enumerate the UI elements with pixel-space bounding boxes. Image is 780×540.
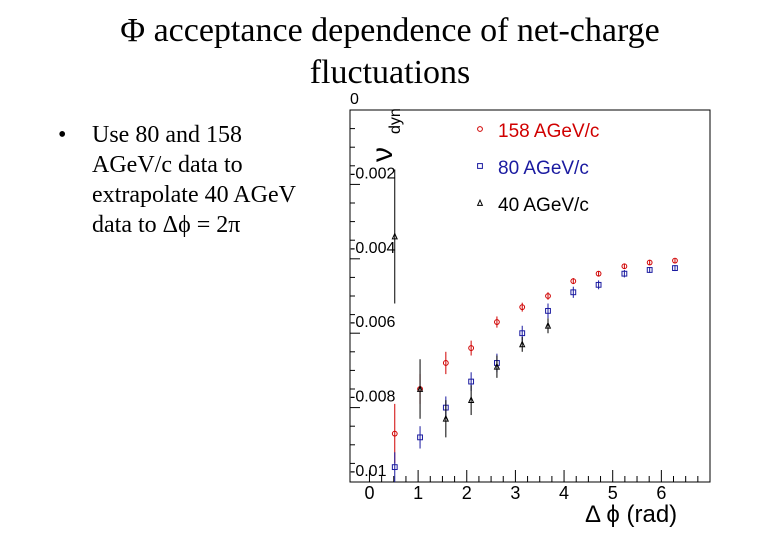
y-axis-label-sub: dyn [387, 108, 404, 134]
data-point [646, 259, 653, 266]
data-point [391, 464, 398, 471]
data-point [391, 232, 398, 240]
series-circle [391, 257, 678, 464]
data-point [467, 396, 475, 404]
data-point [570, 289, 577, 296]
data-point [442, 360, 449, 366]
data-point [595, 270, 602, 277]
data-point [519, 304, 526, 311]
legend-item: 158 AGeV/c [477, 121, 599, 142]
data-point [442, 414, 450, 422]
slide-title-line-1: Φ acceptance dependence of net-charge [120, 12, 660, 49]
data-point [545, 293, 551, 299]
series-triangle [391, 169, 552, 438]
data-point [595, 281, 602, 288]
data-point [468, 378, 475, 385]
x-axis-label: Δ ϕ (rad) [585, 501, 677, 528]
data-point [544, 321, 552, 329]
data-point [476, 198, 484, 206]
bullet-line-1: Use 80 and 158 [92, 122, 242, 148]
data-point [468, 345, 475, 351]
y-tick-label: -0.006 [350, 314, 395, 331]
x-tick-label: 0 [364, 483, 374, 503]
data-point [477, 163, 483, 169]
y-tick-label: -0.01 [350, 463, 387, 480]
y-tick-label: -0.004 [350, 240, 395, 257]
y-axis-label: ν dyn [366, 108, 404, 162]
bullet-line-2: AGeV/c data to [92, 152, 243, 178]
y-tick-label: -0.002 [350, 165, 395, 182]
data-point [672, 265, 678, 271]
legend-label: 158 AGeV/c [498, 121, 599, 142]
bullet-marker: • [58, 122, 67, 148]
series-layer [391, 169, 678, 482]
data-point [494, 319, 500, 325]
legend: 158 AGeV/c 80 AGeV/c 40 AGeV/c [476, 121, 599, 216]
data-point [621, 270, 628, 277]
x-tick-label: 5 [608, 483, 618, 503]
y-axis-label-main: ν [366, 147, 399, 162]
data-point [570, 278, 577, 285]
x-tick-label: 3 [510, 483, 520, 503]
data-point [646, 267, 653, 273]
x-tick-label: 6 [656, 483, 666, 503]
legend-item: 80 AGeV/c [477, 158, 589, 179]
data-point [391, 430, 398, 437]
data-point [477, 126, 483, 132]
y-tick-label: -0.008 [350, 389, 395, 406]
data-point [416, 384, 424, 392]
y-axis: 0 -0.002 -0.004 -0.006 -0.008 -0.01 [350, 92, 395, 483]
scatter-chart: 0 -0.002 -0.004 -0.006 -0.008 -0.01 0 1 2 3 4 5 6 ν… [349, 92, 711, 528]
data-point [621, 263, 628, 270]
data-point [519, 340, 526, 348]
data-point [417, 434, 423, 441]
x-tick-label: 2 [462, 483, 472, 503]
legend-label: 40 AGeV/c [498, 195, 589, 216]
legend-label: 80 AGeV/c [498, 158, 589, 179]
x-tick-label: 1 [413, 483, 423, 503]
series-square [391, 265, 678, 482]
data-point [493, 362, 501, 370]
bullet-line-3: extrapolate 40 AGeV [92, 182, 296, 208]
slide-title: Φ acceptance dependence of net-charge fl… [40, 10, 740, 94]
bullet-line-4: data to Δϕ = 2π [92, 212, 241, 238]
slide-title-line-2: fluctuations [309, 54, 471, 91]
data-point [672, 257, 678, 264]
data-point [545, 307, 551, 314]
x-axis: 0 1 2 3 4 5 6 [364, 470, 699, 503]
bullet-text: Use 80 and 158 AGeV/c data to extrapolat… [92, 120, 362, 240]
data-point [519, 330, 526, 337]
x-tick-label: 4 [559, 483, 569, 503]
y-tick-label: 0 [350, 92, 359, 108]
legend-item: 40 AGeV/c [476, 195, 589, 216]
